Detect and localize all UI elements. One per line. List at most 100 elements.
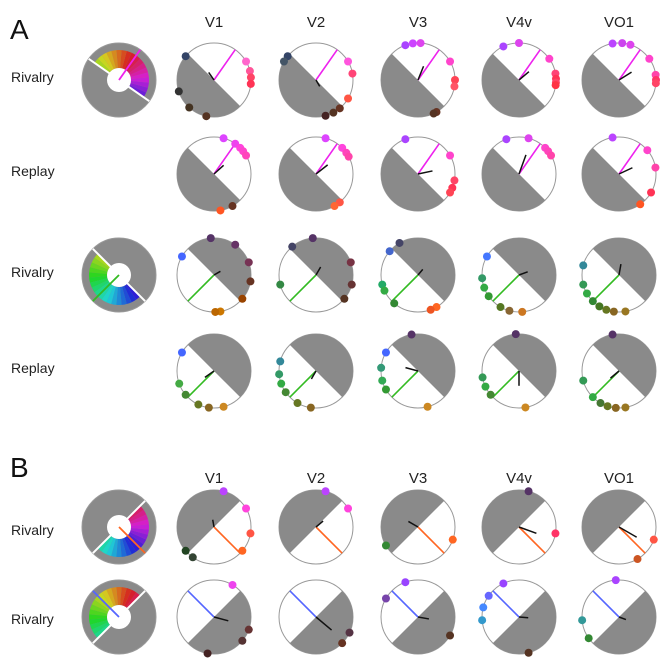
polar-plot-a-row4-vo1-shaded-half [592,334,657,398]
polar-plot-b-row1-v1-dot-5 [181,546,190,555]
key-disc-b-row2-ring-segment [90,604,109,614]
key-disc-b-row1-ring-segment [125,535,141,552]
polar-plot-b-row1-v4v-dot-2 [551,529,560,538]
polar-plot-a-row3-vo1-stimulus-line [592,274,620,302]
polar-plot-a-row3-vo1-dot-6 [602,305,611,314]
polar-plot-a-row1-v3-dot-5 [451,76,459,84]
key-disc-b-row2-ring-segment [89,618,108,625]
polar-plot-b-row2-v4v-dot-5 [524,648,533,657]
polar-plot-b-row2-v4v-stimulus-line [492,590,520,618]
polar-plot-a-row4-v1-dot-2 [175,379,184,388]
polar-plot-a-row1-v4v-dot-2 [515,39,523,47]
key-disc-b-row2-ring-segment [89,614,108,620]
key-disc-a-row1-ring-segment [97,55,113,72]
polar-plot-b-row1-v1-dot-3 [246,529,255,538]
polar-plot-a-row4-v4v-dot-4 [486,390,495,399]
polar-plot-a-row3-v3-dot-4 [380,286,389,295]
key-disc-a-row1-ring-segment [111,50,118,69]
key-disc-b-row2-ring-segment [101,589,114,608]
polar-plot-a-row1-v3-dot-2 [408,39,417,48]
key-disc-b-row2-ring-segment [91,622,110,635]
polar-plot-a-row1-v4v-shaded-half [482,53,546,118]
polar-plot-b-row1-vo1-dot-2 [633,555,642,564]
key-disc-b-row2-ring-segment [94,623,111,639]
key-disc-b-row1-ring-segment [130,528,149,535]
polar-plot-a-row2-v4v-dot-5 [547,151,556,160]
polar-plot-a-row4-vo1 [579,330,657,412]
polar-plot-a-row2-v3-dot-1 [401,135,410,144]
key-disc-b-row2-ring-segment [116,587,122,606]
polar-plot-b-row1-v1-stimulus-line [213,526,241,554]
key-disc-a-row1-ring-segment [120,50,127,69]
polar-plot-b-row2-v1-dot-3 [238,636,247,645]
polar-plot-a-row1-v3-dot-4 [446,57,455,66]
key-disc-b-row1-ring-segment [130,519,149,526]
polar-plot-a-row2-vo1-dot-2 [643,146,652,155]
polar-plot-b-row1-vo1-shaded-half [582,489,646,554]
polar-plot-a-row4-v4v-shaded-half [492,334,557,398]
polar-plot-a-row4-vo1-dot-4 [596,399,605,408]
polar-plot-a-row3-vo1-dot-5 [595,302,604,311]
polar-plot-a-row2-vo1-stimulus-line [618,143,641,175]
polar-plot-a-row1-v2-stimulus-line [315,49,338,81]
polar-plot-a-row3-v4v-dot-7 [518,307,527,316]
polar-plot-a-row3-v2-stimulus-line [289,274,317,302]
polar-plot-b-row1-v3-dot-1 [381,541,390,550]
key-disc-a-row3-ring-segment [101,284,114,303]
polar-plot-a-row4-vo1-dot-2 [579,376,588,385]
polar-plot-b-row2-vo1-stimulus-line [592,590,620,618]
polar-plot-a-row2-v2-dot-1 [321,134,330,143]
key-disc-b-row2-stimulus-line [92,590,120,618]
polar-plot-a-row3-vo1-dot-7 [609,307,618,316]
polar-plot-a-row1-v2-dot-8 [279,57,288,66]
key-disc-b-row1-ring-segment [116,538,122,557]
polar-plot-a-row3-v3-dot-2 [385,247,394,256]
row-label-a-4: Replay [11,360,55,376]
polar-plot-b-row2-v2-stimulus-line [289,590,317,618]
polar-plot-a-row2-v1-dot-5 [242,151,251,160]
polar-plot-b-row1-v4v-response-vector [518,526,537,535]
polar-plot-b-row2-v3-dot-1 [401,578,410,587]
polar-plot-a-row1-v1-dot-6 [174,87,183,96]
polar-plot-a-row1-vo1 [581,39,660,118]
polar-plot-b-row1-v1-shaded-half [177,490,241,554]
polar-plot-a-row4-v4v-dot-5 [521,403,530,412]
key-disc-a-row3-ring-segment [91,257,110,270]
polar-plot-a-row3-vo1-dot-2 [579,280,588,289]
polar-plot-a-row4-vo1-dot-1 [608,330,617,339]
row-label-b-2: Rivalry [11,611,54,627]
polar-plot-b-row2-v4v-response-vector [518,616,529,619]
polar-plot-b-row1-v2-stimulus-line [315,526,343,554]
polar-plot-a-row3-v4v-dot-6 [505,306,514,315]
polar-plot-a-row2-v1 [176,134,252,215]
polar-plot-a-row4-v4v [478,330,557,412]
key-disc-a-row3-ring-segment [94,253,111,269]
polar-plot-a-row2-v4v-dot-1 [502,135,511,144]
key-disc-b-row1-ring-segment [127,505,144,521]
polar-plot-a-row1-v3-shaded-half [381,53,445,118]
polar-plot-b-row2-vo1-dot-1 [611,576,620,585]
key-disc-b-row2-ring-segment [120,587,127,606]
polar-plot-a-row3-v2-shaded-half [289,238,353,302]
key-disc-a-row3-ring-segment [116,286,122,305]
polar-plot-a-row3-v4v-dot-1 [482,252,491,261]
key-disc-b-row1-ring-segment [106,537,116,556]
polar-plot-a-row2-v2-dot-6 [330,202,339,211]
polar-plot-a-row1-v1-response-vector [208,71,215,81]
key-disc-a-row1-stimulus-line [118,49,141,81]
polar-plot-a-row3-v4v-shaded-half [492,238,557,302]
key-disc-a-row3-ring-segment [106,285,116,304]
polar-plot-a-row1-v2-dot-3 [344,94,353,103]
polar-plot-b-row2-v3-stimulus-line [391,590,419,618]
polar-plot-a-row3-v2-dot-4 [346,258,355,267]
polar-plot-a-row1-v1-dot-1 [242,57,251,66]
key-disc-b-row1-ring-segment [124,536,137,555]
polar-plot-a-row2-v2-response-vector [315,164,329,175]
key-disc-b-row1-ring-segment [129,530,148,540]
polar-plot-a-row2-v3 [380,135,459,212]
polar-plot-a-row3-v3-shaded-half [391,238,455,302]
polar-plot-a-row1-v4v-response-vector [518,71,530,81]
polar-plot-a-row4-v2-dot-4 [281,388,290,397]
polar-plot-a-row4-v1-stimulus-line [187,370,215,398]
polar-plot-a-row3-vo1-dot-1 [579,261,588,270]
